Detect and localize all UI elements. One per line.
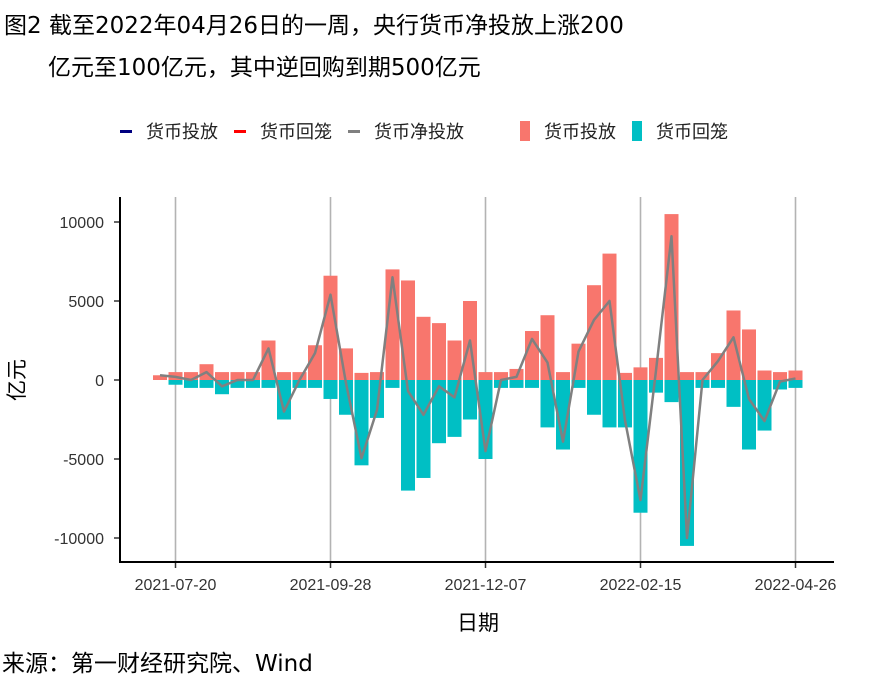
issuance-bar	[773, 372, 787, 380]
issuance-bar	[230, 372, 245, 380]
withdrawal-bar	[711, 380, 725, 388]
issuance-bar	[184, 372, 198, 380]
issuance-bar	[277, 372, 291, 380]
x-axis-label: 日期	[457, 611, 499, 635]
withdrawal-bar	[277, 380, 291, 420]
withdrawal-bar	[416, 380, 431, 478]
issuance-bar	[726, 310, 741, 380]
legend-label: 货币投放	[544, 122, 616, 143]
issuance-bar	[432, 323, 446, 380]
legend-item-issuance-bar: 货币投放	[520, 118, 616, 144]
issuance-bar	[246, 372, 260, 380]
withdrawal-bar	[602, 380, 617, 428]
withdrawal-bar	[246, 380, 260, 388]
withdrawal-bar	[788, 380, 803, 388]
issuance-bar	[416, 316, 431, 380]
withdrawal-bar	[184, 380, 198, 388]
withdrawal-bar	[432, 380, 446, 444]
x-tick-label: 2021-09-28	[290, 577, 372, 594]
issuance-bar	[788, 370, 803, 380]
x-tick-label: 2022-04-26	[755, 577, 837, 594]
x-tick-label: 2022-02-15	[600, 577, 682, 594]
net-injection-line	[159, 234, 796, 540]
withdrawal-bar	[649, 380, 663, 393]
issuance-bar	[370, 372, 384, 380]
withdrawal-bar	[556, 380, 570, 450]
withdrawal-bar	[525, 380, 539, 388]
legend-key	[234, 129, 246, 133]
x-tick-label: 2021-12-07	[445, 577, 527, 594]
y-axis-label: 亿元	[5, 359, 29, 401]
withdrawal-bar	[292, 380, 307, 388]
withdrawal-bar	[726, 380, 741, 407]
issuance-bar	[711, 353, 725, 380]
issuance-bar	[587, 285, 601, 380]
withdrawal-bar	[587, 380, 601, 415]
withdrawal-bar	[447, 380, 462, 437]
legend-item-issuance-line: 货币投放	[120, 118, 218, 144]
withdrawal-bar	[199, 380, 214, 388]
issuance-bar	[602, 253, 617, 380]
issuance-bar	[354, 372, 369, 380]
withdrawal-bar	[323, 380, 338, 399]
issuance-bar	[215, 372, 229, 380]
legend-key	[520, 121, 530, 141]
withdrawal-bar	[664, 380, 679, 403]
legend-key	[120, 129, 132, 133]
withdrawal-bar	[230, 380, 245, 388]
legend-item-withdrawal-bar: 货币回笼	[632, 118, 728, 144]
issuance-bar	[478, 372, 493, 380]
issuance-bar	[447, 340, 462, 380]
y-tick-label: 10000	[60, 215, 105, 232]
withdrawal-bar	[168, 380, 183, 385]
legend-label: 货币净投放	[374, 122, 464, 143]
y-tick-label: -10000	[54, 531, 104, 548]
chart-title-line-2: 亿元至100亿元，其中逆回购到期500亿元	[48, 55, 481, 81]
issuance-bar	[494, 372, 508, 380]
withdrawal-bar	[463, 380, 477, 420]
withdrawal-bar	[540, 380, 555, 428]
issuance-bar	[618, 372, 632, 380]
chart-title-line-1: 图2 截至2022年04月26日的一周，央行货币净投放上涨200	[4, 13, 624, 39]
issuance-bar	[153, 375, 167, 380]
issuance-bar	[261, 340, 276, 380]
issuance-bar	[292, 372, 307, 380]
issuance-bar	[680, 372, 694, 380]
withdrawal-bar	[401, 380, 415, 491]
y-tick-label: 0	[95, 373, 104, 390]
legend-item-withdrawal-line: 货币回笼	[234, 118, 332, 144]
withdrawal-bar	[571, 380, 586, 388]
y-tick-label: 5000	[68, 294, 104, 311]
issuance-bar	[742, 329, 756, 380]
withdrawal-bar	[385, 380, 400, 388]
issuance-bar	[556, 372, 570, 380]
issuance-bar	[308, 345, 322, 380]
issuance-bar	[323, 275, 338, 380]
issuance-bar	[401, 280, 415, 380]
issuance-bar	[540, 315, 555, 380]
withdrawal-bar	[261, 380, 276, 388]
x-tick-label: 2021-07-20	[135, 577, 217, 594]
withdrawal-bar	[742, 380, 756, 450]
withdrawal-bar	[308, 380, 322, 388]
legend-item-net-line: 货币净投放	[348, 118, 464, 144]
withdrawal-bar	[509, 380, 524, 388]
issuance-bar	[664, 214, 679, 380]
legend-key	[632, 121, 642, 141]
legend-label: 货币回笼	[260, 122, 332, 143]
legend-key	[348, 129, 360, 133]
legend: 货币投放 货币回笼 货币净投放 货币投放 货币回笼	[120, 118, 744, 144]
y-tick-label: -5000	[63, 452, 104, 469]
legend-label: 货币投放	[146, 122, 218, 143]
issuance-bar	[633, 367, 648, 380]
issuance-bar	[757, 370, 772, 380]
source-note: 来源：第一财经研究院、Wind	[2, 651, 313, 677]
legend-label: 货币回笼	[656, 122, 728, 143]
issuance-bar	[695, 372, 710, 380]
